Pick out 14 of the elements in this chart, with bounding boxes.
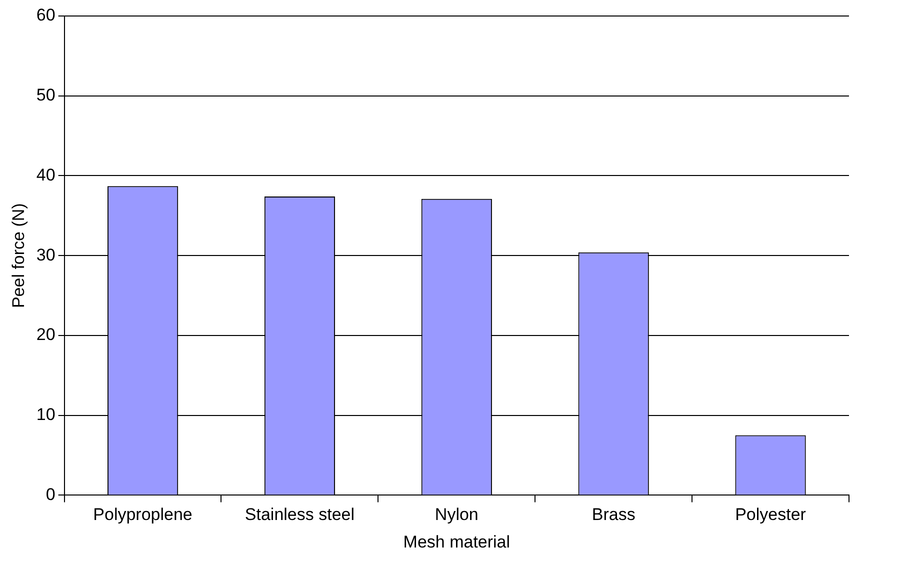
y-tick-label: 20 [36,325,56,344]
x-tick-label: Nylon [434,505,478,524]
y-tick-label: 0 [46,484,56,504]
y-tick-label: 40 [36,165,56,184]
x-tick-label: Polyester [735,505,806,524]
y-tick-label: 10 [36,405,56,424]
y-tick-label: 50 [36,86,56,105]
y-tick-label: 30 [36,245,56,264]
x-tick-label: Brass [592,505,636,524]
x-tick-label: Stainless steel [244,505,355,524]
y-axis-title: Peel force (N) [8,203,28,308]
y-tick-label: 60 [36,6,56,25]
x-tick-label: Polyproplene [93,505,192,524]
x-axis-title: Mesh material [403,532,510,552]
